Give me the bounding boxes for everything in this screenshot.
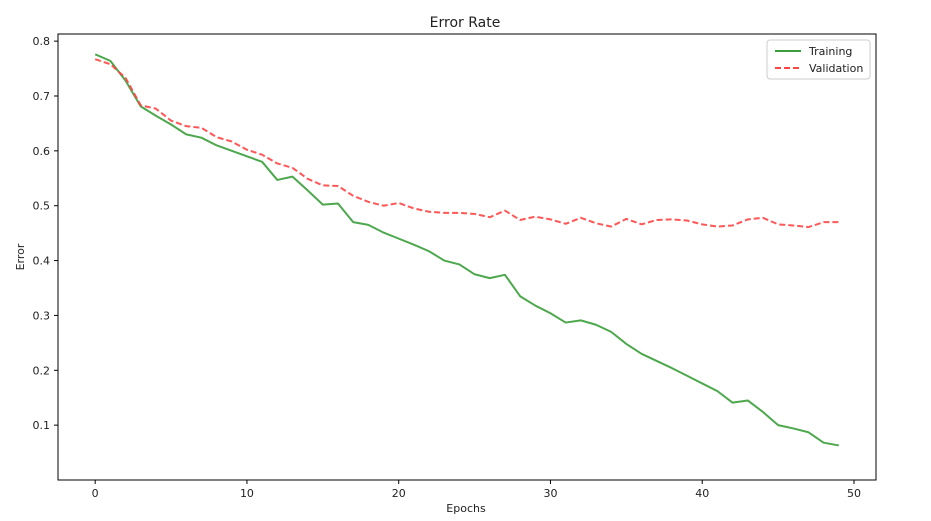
x-tick-label: 50 (847, 487, 861, 500)
axes-frame (57, 33, 877, 481)
x-tick-label: 0 (92, 487, 99, 500)
plot-area (57, 33, 877, 481)
x-tick-label: 20 (392, 487, 406, 500)
x-tick-label: 30 (543, 487, 557, 500)
legend-label-validation: Validation (809, 62, 863, 75)
series-line-training (94, 53, 839, 447)
y-tick-label: 0.4 (33, 255, 51, 268)
x-axis-label: Epochs (446, 502, 486, 515)
y-axis: 0.1 0.2 0.3 0.4 0.5 0.6 0.7 0.8 (33, 35, 58, 432)
y-tick-label: 0.1 (33, 419, 51, 432)
y-tick-label: 0.7 (33, 90, 51, 103)
series-layer (94, 53, 839, 447)
x-tick-label: 10 (240, 487, 254, 500)
legend: Training Validation (766, 39, 871, 80)
y-tick-label: 0.5 (33, 200, 51, 213)
legend-label-training: Training (808, 45, 852, 58)
y-tick-label: 0.3 (33, 309, 51, 322)
chart-title: Error Rate (430, 15, 501, 31)
legend-box (766, 39, 871, 80)
y-tick-label: 0.8 (33, 35, 51, 48)
x-tick-label: 40 (695, 487, 709, 500)
y-tick-label: 0.6 (33, 145, 51, 158)
y-axis-label: Error (14, 243, 27, 270)
series-line-validation (94, 58, 839, 229)
y-tick-label: 0.2 (33, 364, 51, 377)
x-axis: 0 10 20 30 40 50 (92, 480, 861, 500)
